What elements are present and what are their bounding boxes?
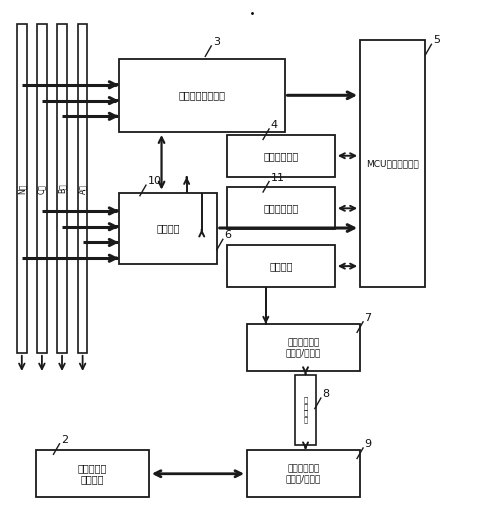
Text: A相: A相 [78,184,87,193]
Bar [57,24,67,353]
Bar [78,24,87,353]
Bar [247,324,360,371]
Text: C相: C相 [37,184,46,193]
Text: 数据存储模块: 数据存储模块 [263,151,298,161]
Bar [37,24,47,353]
Bar [360,40,425,287]
Text: 时钟电路模块: 时钟电路模块 [263,203,298,213]
Text: 计量芯片采集模块: 计量芯片采集模块 [178,90,225,100]
Text: 4: 4 [271,120,278,130]
Text: 11: 11 [271,172,285,182]
Bar [36,450,149,497]
Text: 6: 6 [224,230,231,240]
Text: 9: 9 [364,439,372,449]
Bar [227,135,335,177]
Text: B相: B相 [57,184,67,193]
Bar [119,58,285,132]
Bar [227,245,335,287]
Text: 7: 7 [364,313,372,323]
Text: 5: 5 [433,35,440,45]
Bar [119,192,217,264]
Text: 上位机显示
控制模块: 上位机显示 控制模块 [78,463,107,484]
Text: 光电转换模块
（发射/接收）: 光电转换模块 （发射/接收） [286,338,321,357]
Text: 8: 8 [323,389,330,399]
Bar [247,450,360,497]
Text: 3: 3 [213,37,220,47]
Bar [17,24,27,353]
Text: MCU微控制器模块: MCU微控制器模块 [366,159,419,168]
Text: N相: N相 [17,183,26,194]
Text: 通讯模块: 通讯模块 [269,261,293,271]
Text: 10: 10 [148,176,161,186]
Text: 光电转换模块
（接收/发射）: 光电转换模块 （接收/发射） [286,464,321,483]
Bar [227,187,335,229]
Text: 2: 2 [61,435,68,445]
Bar [295,375,317,445]
Text: 光
纤
传
输: 光 纤 传 输 [303,397,307,423]
Text: 电源模块: 电源模块 [156,223,179,233]
